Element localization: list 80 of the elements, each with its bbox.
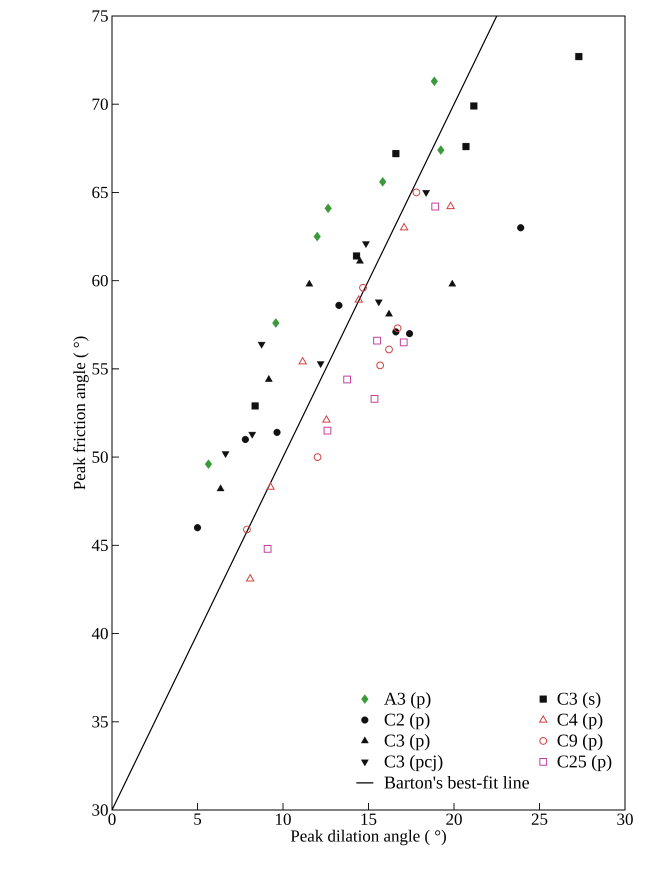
point (431, 202, 440, 210)
point (446, 202, 455, 210)
point (406, 330, 414, 338)
legend-label: A3 (p) (384, 692, 430, 708)
y-tick-label: 45 (92, 540, 108, 551)
point (324, 426, 332, 435)
point (379, 177, 386, 187)
point (362, 241, 370, 248)
point (324, 204, 332, 214)
point (246, 574, 254, 582)
point (352, 252, 360, 260)
point (314, 232, 321, 242)
x-tick-label: 15 (362, 814, 376, 825)
point (343, 376, 352, 384)
point (272, 318, 280, 328)
point (298, 357, 307, 364)
point (264, 544, 272, 553)
legend-label: C3 (pcj) (384, 754, 442, 772)
y-tick-label: 65 (92, 186, 108, 198)
point (422, 190, 430, 197)
point (400, 338, 408, 346)
point (400, 223, 408, 230)
legend-label: Barton's best-fit line (384, 776, 529, 789)
x-tick-label: 5 (194, 814, 202, 825)
legend-label: C3 (s) (558, 692, 600, 708)
point (385, 346, 393, 354)
point (448, 280, 456, 286)
point (316, 361, 324, 368)
x-tick-label: 10 (276, 814, 291, 825)
x-tick-label: 0 (108, 814, 116, 825)
y-tick-label: 30 (92, 804, 108, 816)
point (370, 394, 378, 403)
point (394, 324, 402, 332)
point (385, 310, 393, 316)
point (204, 459, 212, 469)
y-tick-label: 70 (92, 98, 108, 110)
point (242, 436, 249, 444)
point (252, 402, 259, 410)
point (322, 415, 331, 423)
point (222, 451, 230, 458)
point (359, 284, 367, 292)
point (248, 432, 256, 439)
point (194, 524, 202, 532)
point (258, 342, 266, 349)
point (266, 482, 275, 490)
y-tick-label: 75 (92, 10, 108, 22)
y-tick-label: 60 (92, 274, 108, 286)
point (243, 526, 251, 534)
x-tick-label: 20 (446, 814, 462, 825)
y-tick-label: 50 (92, 451, 108, 463)
point (264, 375, 273, 382)
point (273, 428, 281, 436)
x-tick-label: 25 (532, 814, 548, 825)
point (412, 188, 420, 196)
point (392, 150, 400, 158)
legend-label: C25 (p) (558, 754, 612, 772)
point (470, 102, 478, 110)
point (373, 336, 381, 345)
legend-label: C9 (p) (558, 734, 602, 750)
point (216, 484, 224, 492)
point (354, 295, 363, 303)
x-axis-title: Peak dilation angle ( °) (290, 830, 446, 846)
point (314, 453, 322, 461)
y-tick-label: 35 (92, 716, 108, 728)
point (376, 361, 384, 370)
y-axis-title: Peak friction angle ( °) (73, 336, 89, 490)
point (430, 76, 438, 86)
y-tick-label: 55 (92, 363, 108, 375)
point (575, 52, 582, 60)
point (517, 224, 524, 232)
point (306, 280, 314, 286)
point (462, 142, 470, 150)
y-tick-label: 40 (92, 628, 108, 640)
legend-label: C4 (p) (558, 713, 602, 730)
point (437, 145, 444, 155)
legend-label: C3 (p) (384, 734, 430, 750)
point (374, 300, 383, 306)
legend-label: C2 (p) (384, 713, 430, 730)
point (335, 302, 343, 309)
x-tick-label: 30 (617, 814, 633, 825)
